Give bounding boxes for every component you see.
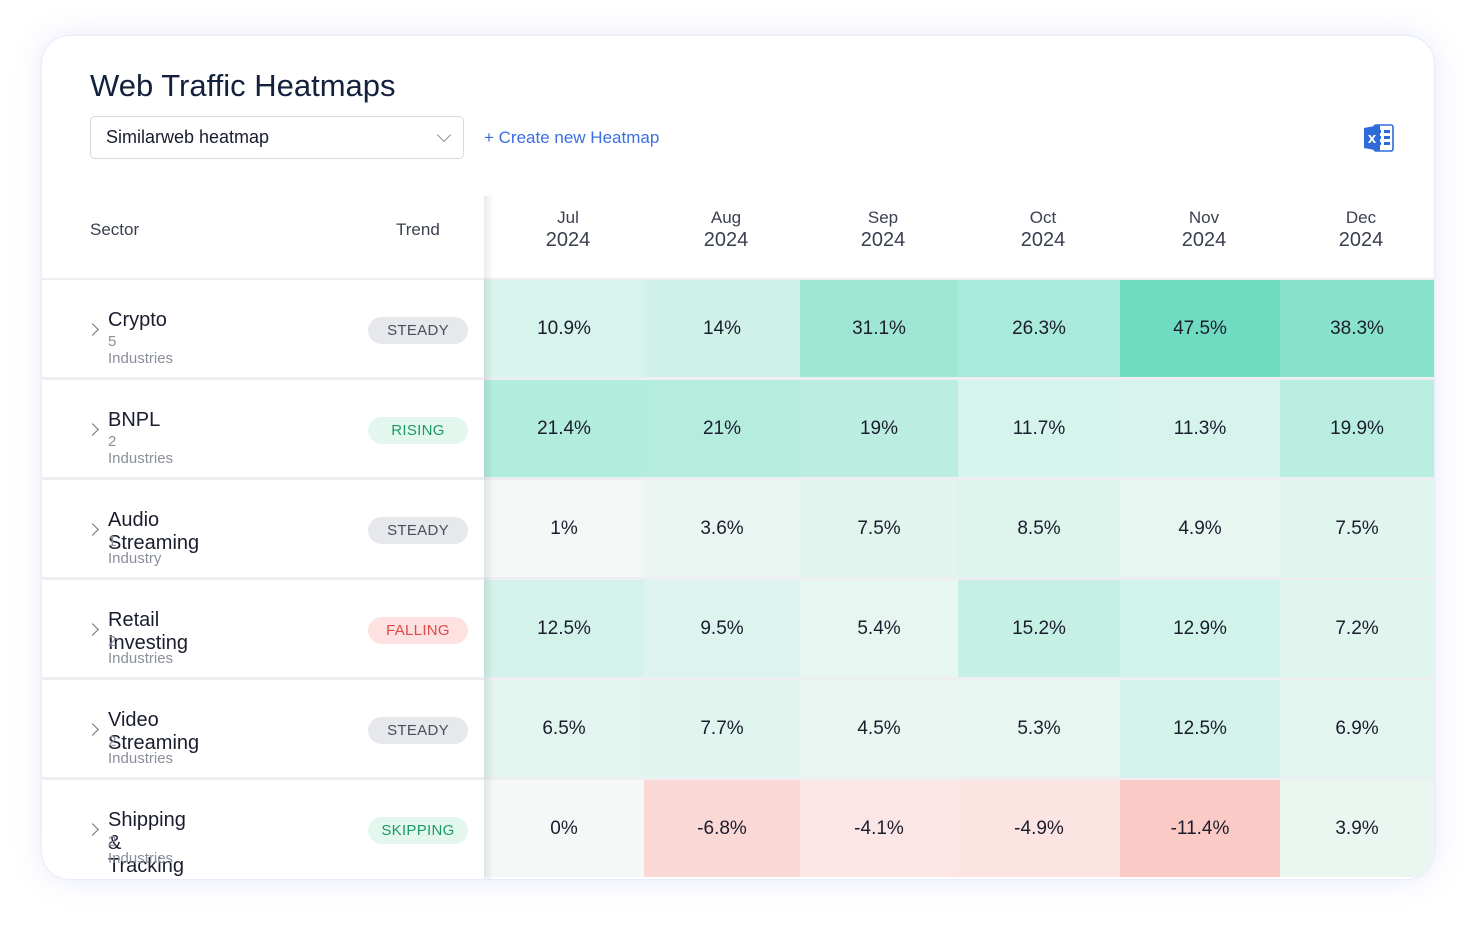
sector-industry-count: 2 Industries xyxy=(108,433,174,467)
heatmap-cell: 47.5% xyxy=(1120,280,1280,377)
heatmap-cell: 7.7% xyxy=(644,680,800,777)
sector-name: BNPL xyxy=(108,409,161,431)
heatmap-cell: -4.9% xyxy=(958,780,1120,877)
chevron-right-icon[interactable] xyxy=(86,723,99,736)
month-header-5: Dec 2024 xyxy=(1286,206,1434,252)
heatmap-cell: 5.3% xyxy=(958,680,1120,777)
heatmap-cell: 11.3% xyxy=(1120,380,1280,477)
sector-name: Retail Investing xyxy=(108,609,189,654)
year-label: 2024 xyxy=(545,229,591,251)
chevron-right-icon[interactable] xyxy=(86,823,99,836)
year-label: 2024 xyxy=(703,229,749,251)
year-label: 2024 xyxy=(1338,229,1384,251)
row-divider xyxy=(42,377,1434,380)
heatmap-cell: 15.2% xyxy=(958,580,1120,677)
heatmap-cell: 3.9% xyxy=(1280,780,1434,877)
heatmap-cell: 12.9% xyxy=(1120,580,1280,677)
heatmap-cell: -6.8% xyxy=(644,780,800,877)
heatmap-card: Web Traffic Heatmaps Similarweb heatmap … xyxy=(42,36,1434,879)
trend-badge: RISING xyxy=(368,417,468,444)
month-label: Aug xyxy=(710,208,742,227)
sector-industry-count: 2 Industries xyxy=(108,633,174,667)
sector-column-header: Sector xyxy=(90,220,140,239)
chevron-right-icon[interactable] xyxy=(86,423,99,436)
chevron-down-icon xyxy=(436,127,452,143)
month-header-1: Aug 2024 xyxy=(651,206,801,252)
trend-badge: FALLING xyxy=(368,617,468,644)
heatmap-cell: 6.5% xyxy=(484,680,644,777)
sector-name: Audio Streaming xyxy=(108,509,200,554)
column-divider-shadow xyxy=(484,196,494,879)
heatmap-cell: 12.5% xyxy=(484,580,644,677)
heatmap-cell: 0% xyxy=(484,780,644,877)
heatmap-cell: 26.3% xyxy=(958,280,1120,377)
chevron-right-icon[interactable] xyxy=(86,323,99,336)
trend-badge: STEADY xyxy=(368,317,468,344)
chevron-right-icon[interactable] xyxy=(86,523,99,536)
sector-industry-count: 1 Industry xyxy=(108,533,162,567)
heatmap-cell: 21% xyxy=(644,380,800,477)
heatmap-cell: 10.9% xyxy=(484,280,644,377)
create-heatmap-link[interactable]: + Create new Heatmap xyxy=(484,128,660,147)
heatmap-cell: 12.5% xyxy=(1120,680,1280,777)
sector-name: Shipping & Tracking xyxy=(108,809,186,877)
month-label: Sep xyxy=(867,208,899,227)
heatmap-cell: 38.3% xyxy=(1280,280,1434,377)
heatmap-cell: 4.9% xyxy=(1120,480,1280,577)
sector-industry-count: 2 Industries xyxy=(108,733,174,767)
heatmap-cell: 21.4% xyxy=(484,380,644,477)
month-label: Jul xyxy=(557,208,579,227)
year-label: 2024 xyxy=(1181,229,1227,251)
trend-badge: STEADY xyxy=(368,717,468,744)
heatmap-cell: 31.1% xyxy=(800,280,958,377)
month-label: Oct xyxy=(1029,208,1057,227)
row-divider xyxy=(42,477,1434,480)
heatmap-cell: 11.7% xyxy=(958,380,1120,477)
heatmap-cell: 7.2% xyxy=(1280,580,1434,677)
trend-column-header: Trend xyxy=(396,220,440,239)
month-label: Dec xyxy=(1345,208,1377,227)
heatmap-cell: 7.5% xyxy=(800,480,958,577)
heatmap-cell: 14% xyxy=(644,280,800,377)
heatmap-cell: 1% xyxy=(484,480,644,577)
sector-industry-count: 5 Industries xyxy=(108,333,174,367)
header-divider xyxy=(42,278,1434,280)
heatmap-cell: -4.1% xyxy=(800,780,958,877)
chevron-right-icon[interactable] xyxy=(86,623,99,636)
month-header-3: Oct 2024 xyxy=(968,206,1118,252)
heatmap-select[interactable]: Similarweb heatmap xyxy=(90,116,464,159)
heatmap-cell: 8.5% xyxy=(958,480,1120,577)
sector-name: Video Streaming xyxy=(108,709,200,754)
sector-industry-count: 2 Industries xyxy=(108,833,174,867)
month-label: Nov xyxy=(1188,208,1220,227)
heatmap-cell: 19.9% xyxy=(1280,380,1434,477)
heatmap-cell: 19% xyxy=(800,380,958,477)
sector-name: Crypto xyxy=(108,309,167,331)
month-header-0: Jul 2024 xyxy=(493,206,643,252)
trend-badge: SKIPPING xyxy=(368,817,468,844)
row-divider xyxy=(42,577,1434,580)
excel-icon[interactable]: X xyxy=(1363,123,1395,153)
heatmap-cell: 3.6% xyxy=(644,480,800,577)
page-title: Web Traffic Heatmaps xyxy=(90,68,396,103)
trend-badge: STEADY xyxy=(368,517,468,544)
month-header-4: Nov 2024 xyxy=(1129,206,1279,252)
heatmap-cell: -11.4% xyxy=(1120,780,1280,877)
row-divider xyxy=(42,677,1434,680)
heatmap-select-value: Similarweb heatmap xyxy=(106,127,270,147)
month-header-2: Sep 2024 xyxy=(808,206,958,252)
year-label: 2024 xyxy=(860,229,906,251)
heatmap-cell: 7.5% xyxy=(1280,480,1434,577)
row-divider xyxy=(42,777,1434,780)
heatmap-cell: 5.4% xyxy=(800,580,958,677)
year-label: 2024 xyxy=(1020,229,1066,251)
heatmap-cell: 6.9% xyxy=(1280,680,1434,777)
heatmap-cell: 9.5% xyxy=(644,580,800,677)
heatmap-cell: 4.5% xyxy=(800,680,958,777)
svg-text:X: X xyxy=(1368,133,1377,146)
